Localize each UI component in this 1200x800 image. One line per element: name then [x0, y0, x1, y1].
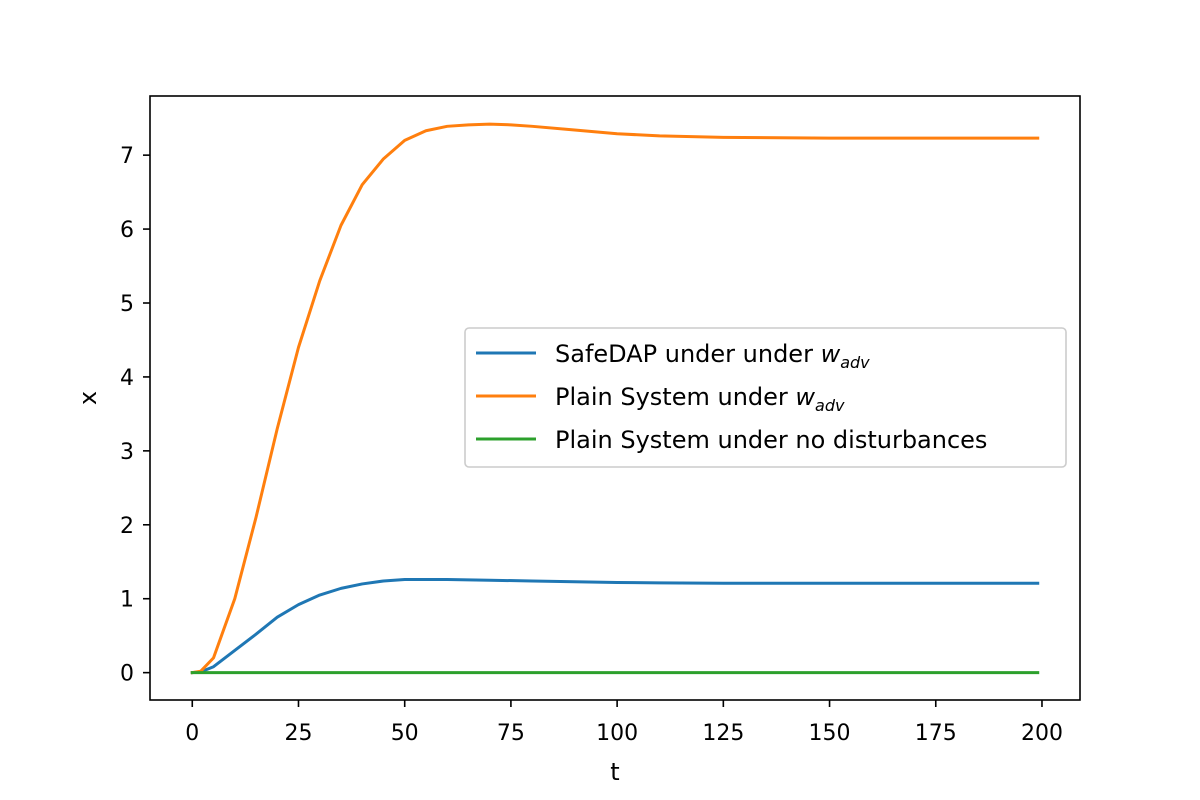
legend-label-text: SafeDAP under under: [555, 340, 821, 368]
x-tick-label: 100: [596, 721, 638, 746]
series-line-2: [190, 122, 1040, 675]
x-tick-label: 125: [702, 721, 744, 746]
plot-area-frame: [149, 95, 1081, 701]
x-tick-label: 50: [391, 721, 419, 746]
legend-label-text: Plain System under: [555, 383, 795, 411]
legend-label-text: Plain System under no disturbances: [555, 426, 987, 454]
legend-label-1: SafeDAP under under wadv: [555, 340, 870, 372]
x-tick-label: 200: [1021, 721, 1063, 746]
legend-box: [464, 327, 1067, 468]
x-axis-label: t: [610, 758, 619, 786]
x-tick-label: 25: [284, 721, 312, 746]
legend-label-variable: w: [795, 383, 815, 411]
legend-label-2: Plain System under wadv: [555, 383, 845, 415]
y-tick-label: 4: [120, 366, 134, 391]
y-tick-label: 2: [120, 514, 134, 539]
y-tick-label: 5: [120, 292, 134, 317]
y-tick-label: 3: [120, 440, 134, 465]
x-tick-label: 0: [185, 721, 199, 746]
y-tick-label: 0: [120, 662, 134, 687]
legend-label-3: Plain System under no disturbances: [555, 426, 987, 454]
x-axis-ticks: 0 25 50 75 100 125 150 175 200: [185, 700, 1063, 746]
legend-label-subscript: adv: [815, 396, 845, 415]
y-axis-label: x: [74, 391, 102, 405]
series-line-1: [190, 578, 1040, 675]
x-tick-label: 175: [915, 721, 957, 746]
x-tick-label: 150: [809, 721, 851, 746]
legend-label-subscript: adv: [840, 353, 870, 372]
legend-label-variable: w: [821, 340, 841, 368]
y-tick-label: 1: [120, 588, 134, 613]
x-tick-label: 75: [497, 721, 525, 746]
y-tick-label: 7: [120, 144, 134, 169]
y-tick-label: 6: [120, 218, 134, 243]
y-axis-ticks: 0 1 2 3 4 5 6 7: [120, 144, 150, 687]
series-layer: [190, 122, 1040, 675]
